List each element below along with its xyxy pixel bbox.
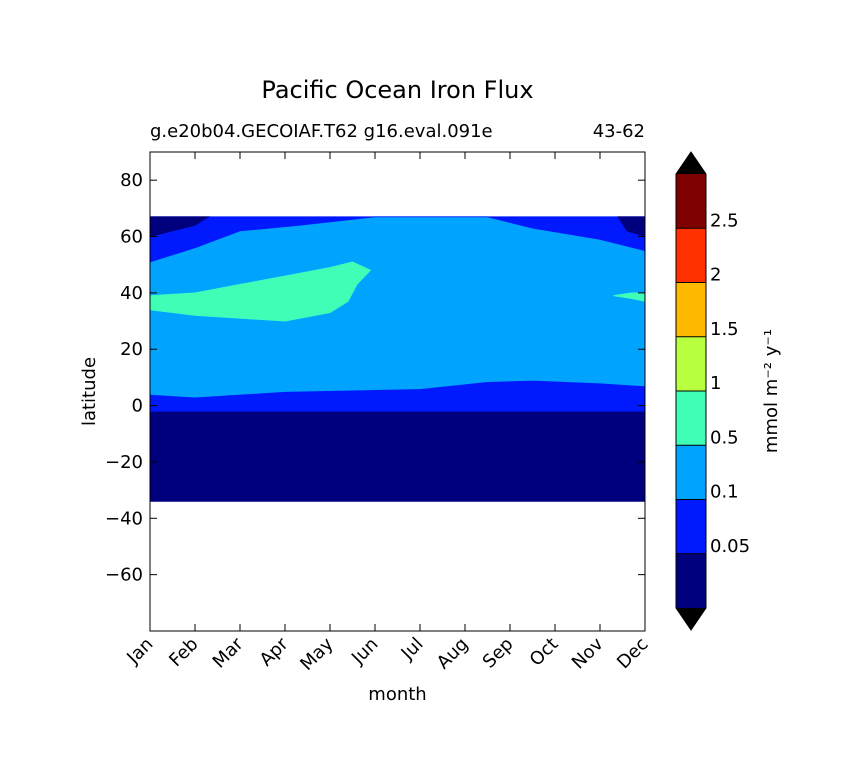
chart-subtitle-run: g.e20b04.GECOIAF.T62 g16.eval.091e xyxy=(150,121,493,142)
colorbar-swatch xyxy=(676,228,706,283)
chart-title: Pacific Ocean Iron Flux xyxy=(261,76,534,104)
x-tick-label: Oct xyxy=(526,634,563,671)
colorbar-tick-label: 0.1 xyxy=(710,482,739,503)
chart-subtitle-years: 43-62 xyxy=(592,121,645,142)
x-axis-label: month xyxy=(368,684,426,705)
y-tick-label: −40 xyxy=(105,508,143,529)
x-tick-label: Feb xyxy=(165,634,202,671)
colorbar-swatch xyxy=(676,445,706,500)
colorbar-swatch xyxy=(676,282,706,337)
x-tick-label: Jul xyxy=(397,634,428,665)
colorbar-tick-label: 2.5 xyxy=(710,210,739,231)
colorbar-tick-label: 2 xyxy=(710,265,721,286)
x-tick-label: Nov xyxy=(568,633,608,673)
x-tick-label: Jan xyxy=(122,634,157,669)
colorbar-extend-low xyxy=(676,608,706,630)
x-tick-label: Aug xyxy=(433,634,473,674)
heatmap-region-7 xyxy=(613,292,645,302)
x-tick-label: Mar xyxy=(209,633,248,672)
x-tick-label: Sep xyxy=(479,634,518,673)
colorbar-swatch xyxy=(676,391,706,446)
colorbar-label: mmol m⁻² y⁻¹ xyxy=(761,329,782,453)
x-tick-label: Jun xyxy=(347,634,382,669)
colorbar-swatch xyxy=(676,499,706,554)
colorbar-tick-label: 1 xyxy=(710,373,721,394)
y-tick-label: −20 xyxy=(105,452,143,473)
colorbar-outline xyxy=(675,151,707,631)
y-tick-label: 40 xyxy=(120,283,143,304)
y-tick-label: 60 xyxy=(120,227,143,248)
y-tick-label: 80 xyxy=(120,170,143,191)
colorbar-swatch xyxy=(676,336,706,391)
colorbar-tick-label: 1.5 xyxy=(710,319,739,340)
y-tick-label: −60 xyxy=(105,565,143,586)
colorbar-swatch xyxy=(676,553,706,608)
heatmap-region-0 xyxy=(150,410,645,502)
colorbar-extend-high xyxy=(676,152,706,174)
plot-frame xyxy=(149,151,646,632)
y-axis-label: latitude xyxy=(79,357,100,426)
y-tick-label: 20 xyxy=(120,339,143,360)
colorbar-tick-label: 0.05 xyxy=(710,536,750,557)
heatmap-region-4 xyxy=(150,216,210,237)
colorbar-tick-label: 0.5 xyxy=(710,427,739,448)
y-tick-label: 0 xyxy=(132,396,143,417)
x-tick-label: Dec xyxy=(613,634,652,673)
x-tick-label: Apr xyxy=(256,633,293,670)
heatmap-region-6 xyxy=(150,261,372,322)
colorbar-swatch xyxy=(676,174,706,229)
heatmap-regions xyxy=(150,216,645,502)
heatmap-region-5 xyxy=(617,216,645,237)
x-tick-label: May xyxy=(296,633,337,674)
